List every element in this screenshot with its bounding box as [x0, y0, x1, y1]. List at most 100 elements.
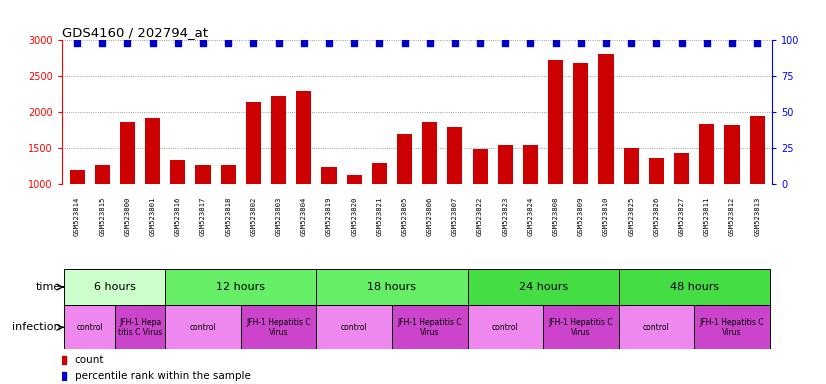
Text: control: control — [643, 323, 670, 332]
Text: GSM523800: GSM523800 — [125, 197, 131, 237]
Point — [473, 40, 487, 46]
Point — [624, 40, 638, 46]
Text: percentile rank within the sample: percentile rank within the sample — [74, 371, 250, 381]
Text: GSM523817: GSM523817 — [200, 197, 206, 237]
Bar — [120, 122, 135, 257]
Point — [348, 40, 361, 46]
Text: JFH-1 Hepatitis C
Virus: JFH-1 Hepatitis C Virus — [548, 318, 613, 337]
Bar — [316, 269, 468, 305]
Text: GSM523804: GSM523804 — [301, 197, 306, 237]
Bar — [165, 269, 316, 305]
Bar — [523, 146, 538, 257]
Point — [700, 40, 714, 46]
Point — [197, 40, 210, 46]
Text: GSM523827: GSM523827 — [679, 197, 685, 237]
Point — [398, 40, 411, 46]
Point — [96, 40, 109, 46]
Text: 48 hours: 48 hours — [670, 282, 719, 292]
Bar — [548, 60, 563, 257]
Text: time: time — [36, 282, 60, 292]
Text: 24 hours: 24 hours — [519, 282, 567, 292]
Bar — [422, 122, 437, 257]
Text: GSM523825: GSM523825 — [629, 197, 634, 237]
Text: GDS4160 / 202794_at: GDS4160 / 202794_at — [62, 26, 208, 39]
Bar — [316, 305, 392, 349]
Text: GSM523826: GSM523826 — [653, 197, 659, 237]
Text: GSM523816: GSM523816 — [175, 197, 181, 237]
Bar — [468, 305, 543, 349]
Text: GSM523808: GSM523808 — [553, 197, 558, 237]
Point — [499, 40, 512, 46]
Point — [221, 40, 235, 46]
Bar — [170, 160, 185, 257]
Text: JFH-1 Hepatitis C
Virus: JFH-1 Hepatitis C Virus — [397, 318, 462, 337]
Text: 18 hours: 18 hours — [368, 282, 416, 292]
Text: GSM523805: GSM523805 — [401, 197, 407, 237]
Point — [675, 40, 688, 46]
Point — [449, 40, 462, 46]
Point — [650, 40, 663, 46]
Bar — [543, 305, 619, 349]
Text: GSM523810: GSM523810 — [603, 197, 609, 237]
Bar — [297, 91, 311, 257]
Bar — [619, 305, 694, 349]
Bar — [573, 63, 588, 257]
Text: GSM523819: GSM523819 — [326, 197, 332, 237]
Bar — [221, 165, 235, 257]
Text: JFH-1 Hepa
titis C Virus: JFH-1 Hepa titis C Virus — [118, 318, 162, 337]
Text: GSM523814: GSM523814 — [74, 197, 80, 237]
Point — [600, 40, 613, 46]
Bar — [196, 164, 211, 257]
Bar — [347, 175, 362, 257]
Text: GSM523818: GSM523818 — [225, 197, 231, 237]
Bar — [624, 147, 638, 257]
Point — [297, 40, 311, 46]
Bar — [69, 170, 84, 257]
Text: GSM523803: GSM523803 — [276, 197, 282, 237]
Bar — [724, 124, 739, 257]
Bar — [700, 124, 714, 257]
Text: count: count — [74, 355, 104, 365]
Point — [725, 40, 738, 46]
Bar — [115, 305, 165, 349]
Point — [524, 40, 537, 46]
Text: GSM523806: GSM523806 — [427, 197, 433, 237]
Bar — [95, 165, 110, 257]
Point — [423, 40, 436, 46]
Text: GSM523812: GSM523812 — [729, 197, 735, 237]
Point — [574, 40, 587, 46]
Bar — [145, 118, 160, 257]
Text: GSM523811: GSM523811 — [704, 197, 710, 237]
Text: 6 hours: 6 hours — [94, 282, 135, 292]
Bar — [472, 149, 487, 257]
Text: control: control — [190, 323, 216, 332]
Text: GSM523815: GSM523815 — [99, 197, 105, 237]
Point — [751, 40, 764, 46]
Point — [70, 40, 83, 46]
Text: GSM523821: GSM523821 — [377, 197, 382, 237]
Text: GSM523809: GSM523809 — [578, 197, 584, 237]
Point — [121, 40, 134, 46]
Text: GSM523802: GSM523802 — [250, 197, 256, 237]
Text: infection: infection — [12, 322, 60, 333]
Bar — [599, 54, 614, 257]
Bar — [674, 153, 689, 257]
Bar — [64, 305, 115, 349]
Bar — [448, 127, 463, 257]
Bar — [619, 269, 770, 305]
Text: GSM523820: GSM523820 — [351, 197, 357, 237]
Bar — [750, 116, 765, 257]
Text: control: control — [341, 323, 368, 332]
Point — [146, 40, 159, 46]
Bar — [271, 96, 286, 257]
Text: control: control — [492, 323, 519, 332]
Bar — [246, 102, 261, 257]
Text: 12 hours: 12 hours — [216, 282, 265, 292]
Text: GSM523824: GSM523824 — [528, 197, 534, 237]
Bar — [397, 134, 412, 257]
Point — [171, 40, 184, 46]
Text: JFH-1 Hepatitis C
Virus: JFH-1 Hepatitis C Virus — [246, 318, 311, 337]
Bar — [468, 269, 619, 305]
Point — [549, 40, 563, 46]
Point — [322, 40, 335, 46]
